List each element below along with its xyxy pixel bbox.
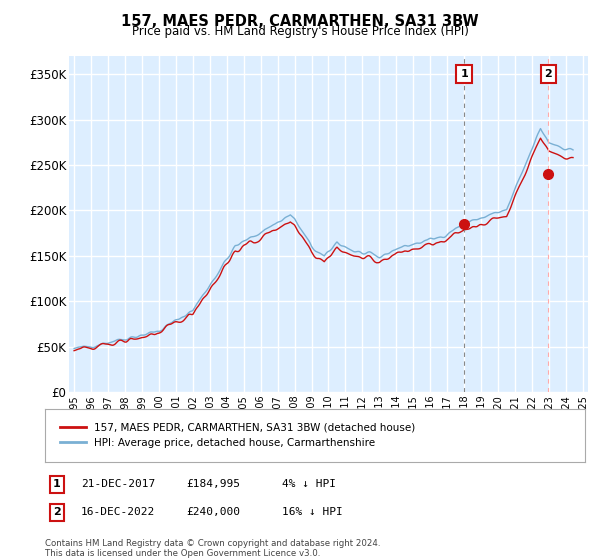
Text: 1: 1: [53, 479, 61, 489]
Text: 16% ↓ HPI: 16% ↓ HPI: [282, 507, 343, 517]
Text: 157, MAES PEDR, CARMARTHEN, SA31 3BW: 157, MAES PEDR, CARMARTHEN, SA31 3BW: [121, 14, 479, 29]
Text: £240,000: £240,000: [186, 507, 240, 517]
Bar: [464, 56, 588, 392]
Text: Price paid vs. HM Land Registry's House Price Index (HPI): Price paid vs. HM Land Registry's House …: [131, 25, 469, 38]
Legend: 157, MAES PEDR, CARMARTHEN, SA31 3BW (detached house), HPI: Average price, detac: 157, MAES PEDR, CARMARTHEN, SA31 3BW (de…: [56, 419, 419, 452]
Text: 1: 1: [460, 69, 468, 79]
Text: 2: 2: [53, 507, 61, 517]
Text: 2: 2: [545, 69, 553, 79]
Text: 16-DEC-2022: 16-DEC-2022: [81, 507, 155, 517]
Text: 21-DEC-2017: 21-DEC-2017: [81, 479, 155, 489]
Text: Contains HM Land Registry data © Crown copyright and database right 2024.
This d: Contains HM Land Registry data © Crown c…: [45, 539, 380, 558]
Text: £184,995: £184,995: [186, 479, 240, 489]
Text: 4% ↓ HPI: 4% ↓ HPI: [282, 479, 336, 489]
